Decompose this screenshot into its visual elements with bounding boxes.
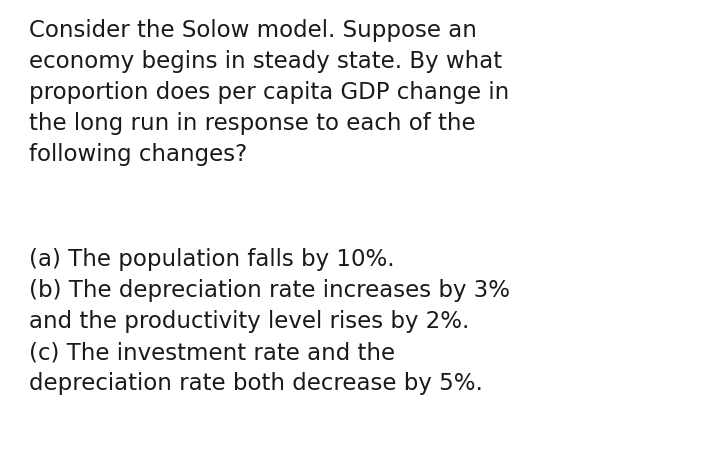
Text: (a) The population falls by 10%.
(b) The depreciation rate increases by 3%
and t: (a) The population falls by 10%. (b) The… — [29, 248, 510, 395]
Text: Consider the Solow model. Suppose an
economy begins in steady state. By what
pro: Consider the Solow model. Suppose an eco… — [29, 19, 509, 166]
